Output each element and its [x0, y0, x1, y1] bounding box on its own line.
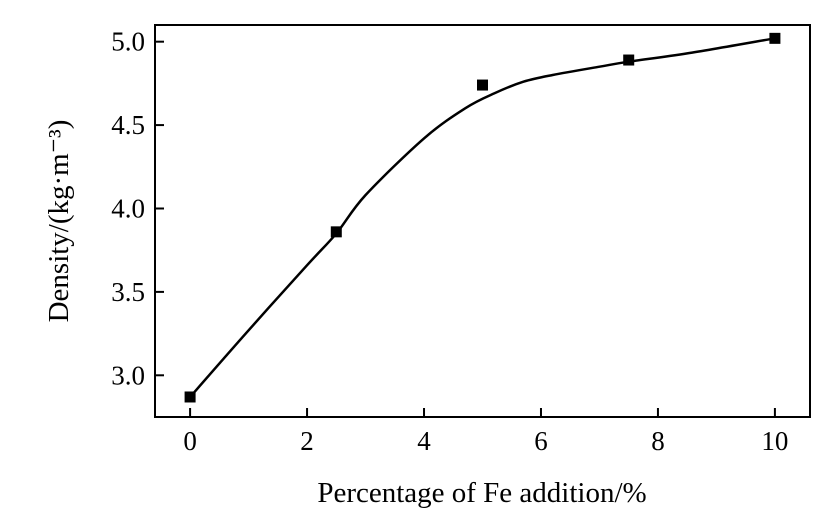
x-tick-label-5: 10	[761, 426, 788, 456]
x-axis-title: Percentage of Fe addition/%	[317, 477, 646, 509]
data-point-0	[184, 391, 196, 403]
y-tick-label-3: 4.5	[111, 110, 145, 140]
x-tick-label-4: 8	[651, 426, 665, 456]
y-tick-label-1: 3.5	[111, 277, 145, 307]
x-tick-label-1: 2	[300, 426, 314, 456]
y-tick-label-0: 3.0	[111, 360, 145, 390]
x-tick-label-0: 0	[183, 426, 197, 456]
y-tick-label-2: 4.0	[111, 193, 145, 223]
y-tick-label-4: 5.0	[111, 27, 145, 57]
data-points	[184, 32, 781, 403]
plot-frame	[154, 24, 811, 418]
y-axis-title: Density/(kg·m⁻³)	[43, 120, 75, 323]
data-point-4	[769, 32, 781, 44]
data-point-1	[330, 226, 342, 238]
y-axis-ticks: 3.0 3.5 4.0 4.5 5.0	[111, 27, 164, 390]
x-tick-label-2: 4	[417, 426, 431, 456]
x-tick-label-3: 6	[534, 426, 548, 456]
data-point-2	[477, 79, 488, 91]
x-axis-ticks: 0 2 4 6 8 10	[183, 408, 788, 456]
data-point-3	[623, 54, 635, 66]
fit-curve	[189, 37, 776, 398]
